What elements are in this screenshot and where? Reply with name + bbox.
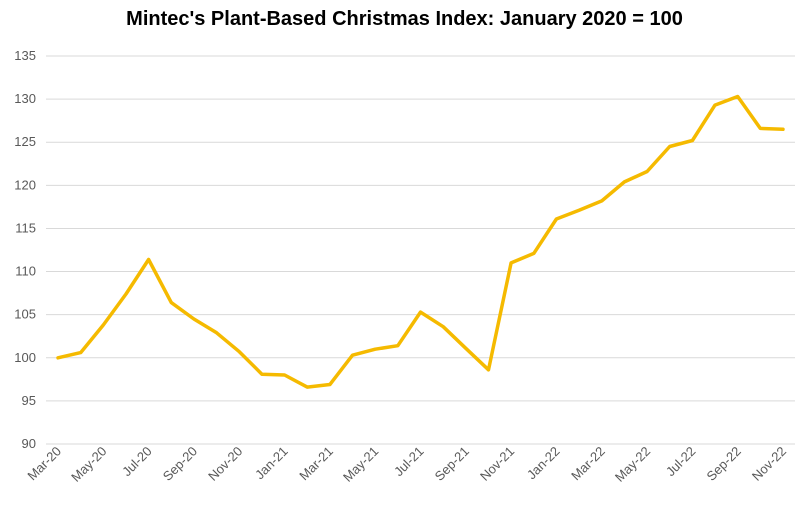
x-tick-label-Jul-21: Jul-21 bbox=[391, 444, 427, 480]
y-tick-label-95: 95 bbox=[22, 393, 36, 408]
x-tick-label-Nov-20: Nov-20 bbox=[205, 444, 245, 484]
series-line-0 bbox=[56, 94, 785, 389]
y-tick-label-90: 90 bbox=[22, 436, 36, 451]
x-tick-label-Jul-20: Jul-20 bbox=[119, 444, 155, 480]
x-tick-label-May-20: May-20 bbox=[68, 444, 109, 485]
x-tick-label-Sep-22: Sep-22 bbox=[704, 444, 744, 484]
x-tick-label-Sep-20: Sep-20 bbox=[160, 444, 200, 484]
y-tick-label-105: 105 bbox=[14, 307, 36, 322]
y-tick-label-120: 120 bbox=[14, 177, 36, 192]
x-tick-label-Jan-21: Jan-21 bbox=[252, 444, 291, 483]
y-tick-label-100: 100 bbox=[14, 350, 36, 365]
x-tick-label-Sep-21: Sep-21 bbox=[432, 444, 472, 484]
y-tick-label-130: 130 bbox=[14, 91, 36, 106]
x-tick-label-Nov-21: Nov-21 bbox=[477, 444, 517, 484]
x-tick-label-Mar-21: Mar-21 bbox=[296, 444, 336, 484]
x-tick-label-Mar-22: Mar-22 bbox=[568, 444, 608, 484]
y-tick-label-125: 125 bbox=[14, 134, 36, 149]
x-tick-label-Nov-22: Nov-22 bbox=[749, 444, 789, 484]
y-tick-label-110: 110 bbox=[15, 264, 36, 279]
chart-title: Mintec's Plant-Based Christmas Index: Ja… bbox=[126, 8, 683, 30]
x-tick-label-May-21: May-21 bbox=[340, 444, 381, 485]
y-tick-label-135: 135 bbox=[14, 48, 36, 63]
x-tick-label-Jul-22: Jul-22 bbox=[663, 444, 699, 480]
x-tick-label-Jan-22: Jan-22 bbox=[524, 444, 563, 483]
x-tick-label-May-22: May-22 bbox=[612, 444, 653, 485]
y-tick-label-115: 115 bbox=[15, 220, 36, 235]
